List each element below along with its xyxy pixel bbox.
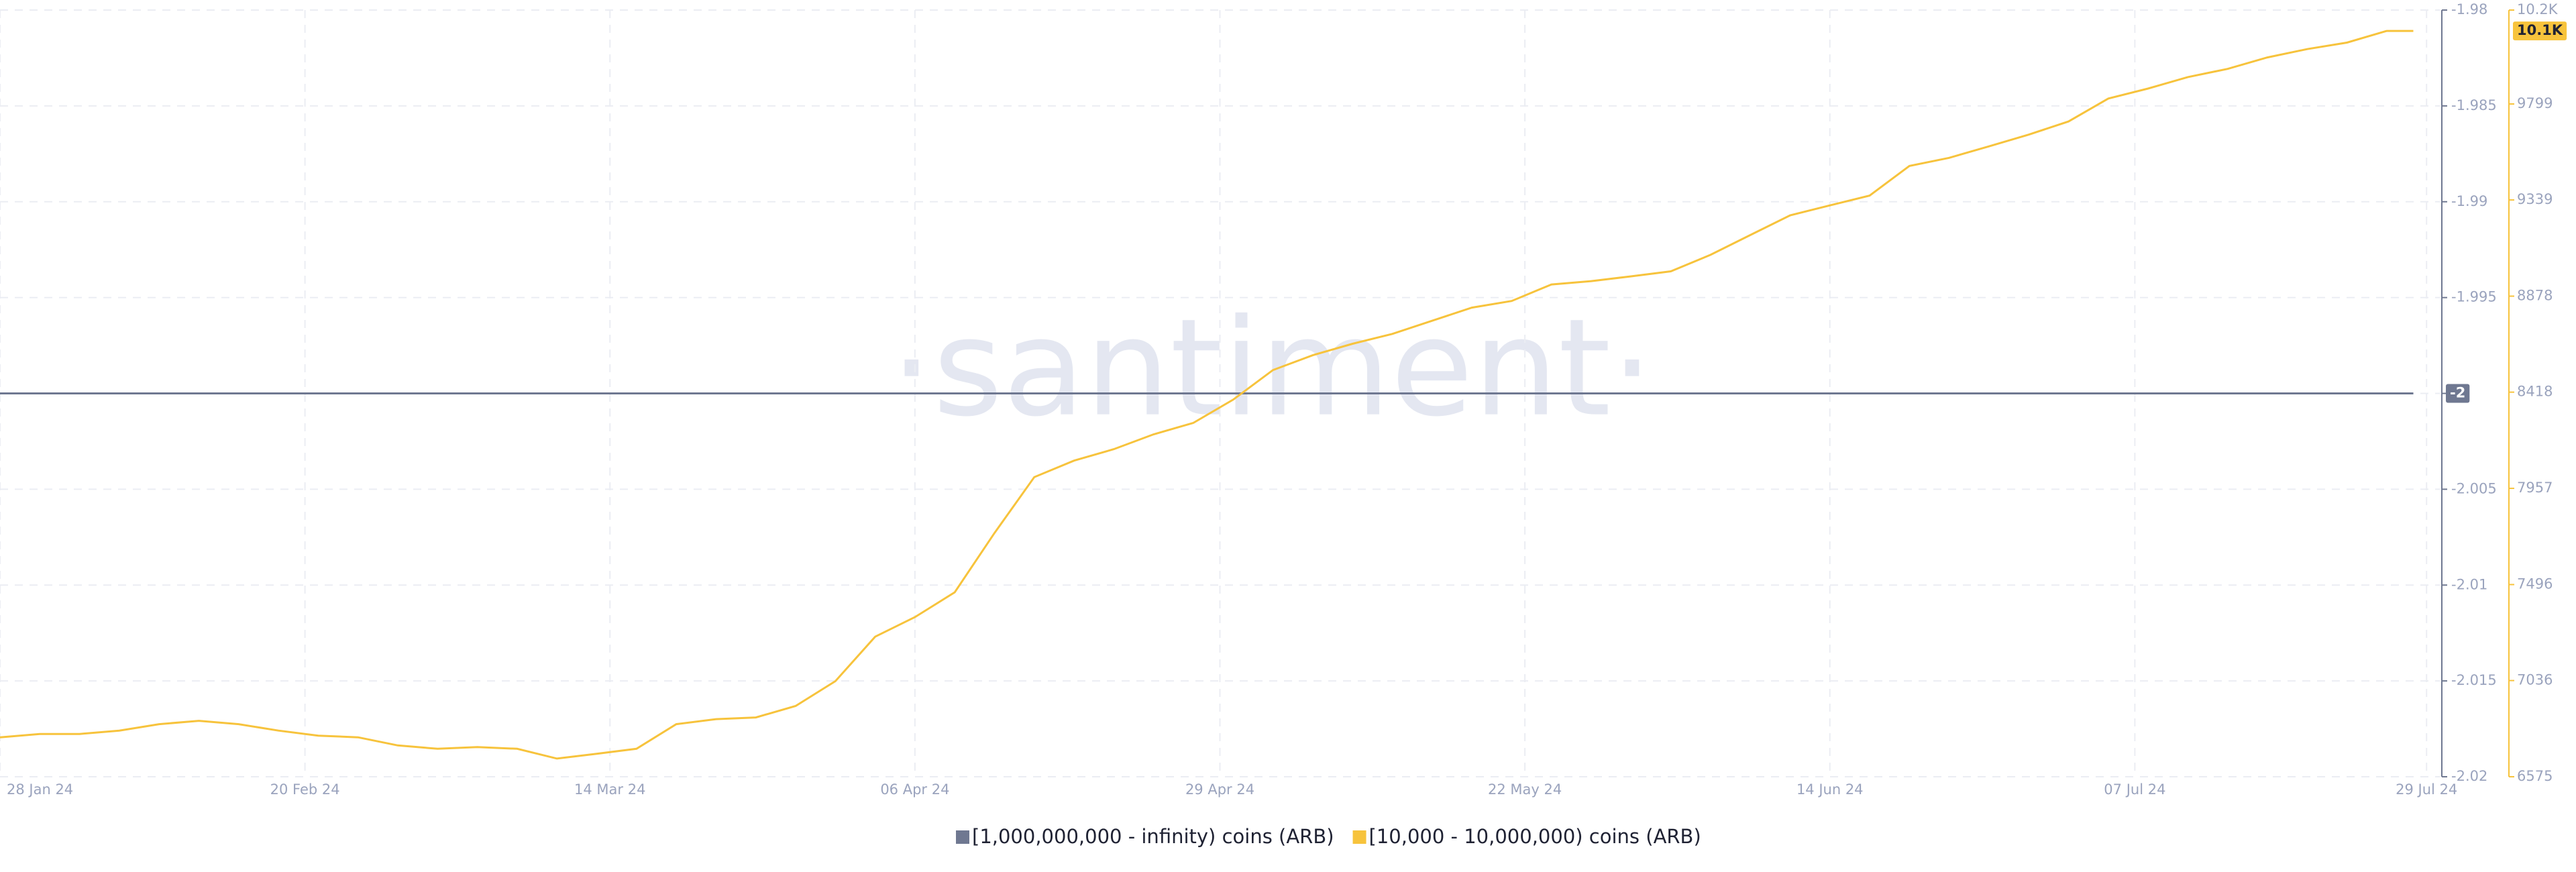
x-tick-label: 29 Apr 24 [1185,781,1254,798]
y-tick-label: -1.985 [2451,97,2497,113]
y2-tick-label: 9339 [2517,191,2553,207]
y2-tick-label: 9799 [2517,95,2553,111]
y2-tick-label: 7036 [2517,672,2553,688]
y-tick-label: -2.015 [2451,672,2497,688]
y-tick-label: -1.98 [2451,1,2487,17]
y-tick-label: -2.02 [2451,768,2487,784]
legend-swatch [1352,830,1366,844]
last-value-label: -2 [2450,385,2465,401]
x-tick-label: 07 Jul 24 [2104,781,2165,798]
last-value-label: 10.1K [2517,22,2563,38]
last-value-badge [2513,21,2567,41]
x-tick-label: 22 May 24 [1488,781,1562,798]
legend-label: [10,000 - 10,000,000) coins (ARB) [1369,825,1701,848]
y2-tick-label: 8878 [2517,288,2553,304]
y-tick-label: -2.01 [2451,576,2487,592]
series-line [0,30,2414,760]
last-value-badge [2446,384,2470,403]
y2-tick-label: 7957 [2517,480,2553,496]
x-tick-label: 29 Jul 24 [2396,781,2457,798]
y-tick-label: -2.005 [2451,480,2497,496]
x-tick-label: 20 Feb 24 [270,781,340,798]
y2-tick-label: 8418 [2517,384,2553,400]
legend-label: [1,000,000,000 - infinity) coins (ARB) [972,825,1334,848]
y2-tick-label: 10.2K [2517,1,2559,17]
x-tick-label: 14 Jun 24 [1796,781,1864,798]
legend-swatch [956,830,969,844]
watermark: ·santiment· [890,290,1654,447]
x-tick-label: 14 Mar 24 [574,781,645,798]
y-tick-label: -1.99 [2451,193,2487,209]
y-tick-label: -1.995 [2451,289,2497,305]
x-tick-label: 06 Apr 24 [880,781,949,798]
x-tick-label: 28 Jan 24 [7,781,73,798]
y2-tick-label: 7496 [2517,576,2553,592]
y2-tick-label: 6575 [2517,768,2553,784]
